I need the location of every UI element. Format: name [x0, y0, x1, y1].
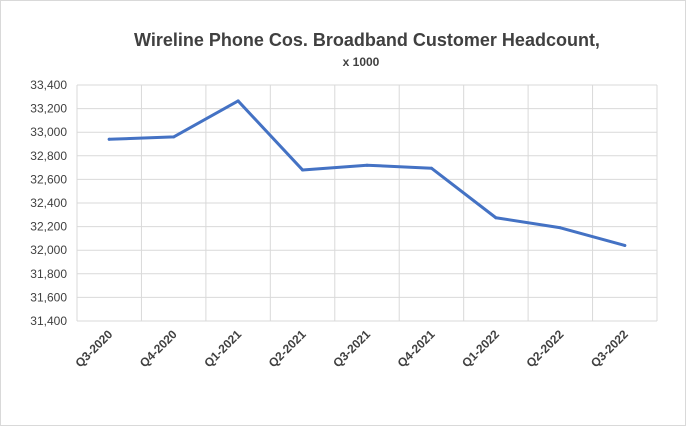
x-tick-label: Q1-2021	[201, 327, 244, 370]
x-tick-label: Q3-2020	[72, 327, 115, 370]
data-point	[494, 216, 498, 220]
x-tick-label: Q1-2022	[459, 327, 502, 370]
y-tick-label: 31,600	[30, 290, 67, 304]
y-tick-label: 33,400	[30, 78, 67, 92]
data-point	[558, 226, 562, 230]
y-tick-label: 32,600	[30, 172, 67, 186]
x-tick-label: Q4-2020	[137, 327, 180, 370]
x-tick-label: Q2-2022	[524, 327, 567, 370]
y-tick-label: 33,200	[30, 102, 67, 116]
y-tick-label: 32,000	[30, 243, 67, 257]
series-line	[107, 99, 627, 247]
data-point	[172, 135, 176, 139]
y-tick-label: 31,800	[30, 267, 67, 281]
x-tick-label: Q4-2021	[395, 327, 438, 370]
data-point	[107, 137, 111, 141]
data-point	[429, 166, 433, 170]
y-tick-label: 33,000	[30, 125, 67, 139]
data-point	[236, 99, 240, 103]
data-point	[623, 243, 627, 247]
data-point	[365, 163, 369, 167]
y-axis-tick-labels: 31,400 31,600 31,800 32,000 32,200 32,400 32,6…	[30, 78, 67, 328]
gridlines	[76, 84, 658, 322]
y-tick-label: 31,400	[30, 314, 67, 328]
x-tick-label: Q3-2022	[588, 327, 631, 370]
data-point	[301, 168, 305, 172]
chart-title: Wireline Phone Cos. Broadband Customer H…	[134, 30, 600, 50]
y-tick-label: 32,800	[30, 149, 67, 163]
y-tick-label: 32,400	[30, 196, 67, 210]
y-tick-label: 32,200	[30, 220, 67, 234]
chart-subtitle: x 1000	[343, 55, 380, 69]
series-layer	[107, 99, 627, 247]
x-tick-label: Q2-2021	[266, 327, 309, 370]
x-tick-label: Q3-2021	[330, 327, 373, 370]
x-axis-tick-labels: Q3-2020 Q4-2020 Q1-2021 Q2-2021 Q3-2021 Q4-20…	[72, 327, 631, 370]
